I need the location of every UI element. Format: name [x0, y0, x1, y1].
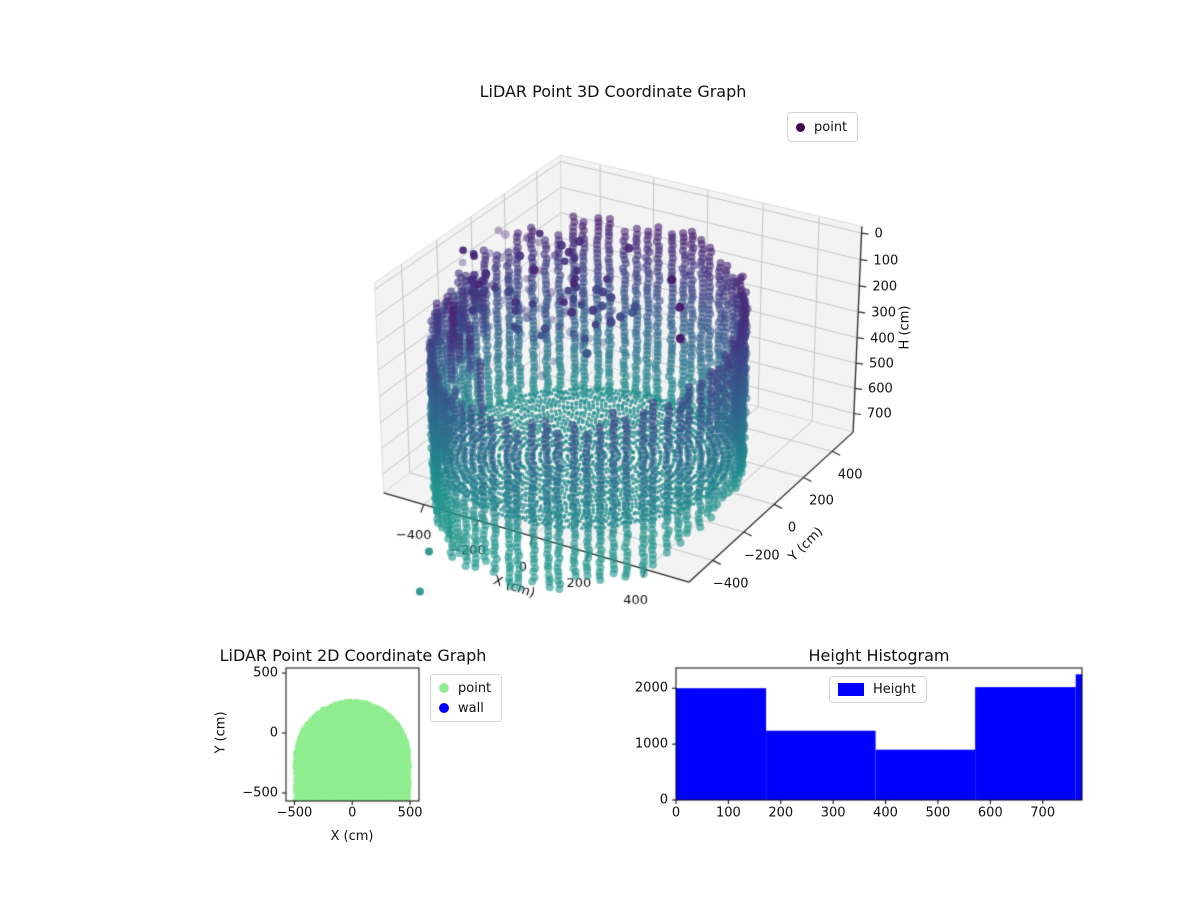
- x-tick-label-hist: 200: [768, 805, 794, 821]
- legend-item-height: Height: [838, 681, 916, 698]
- y-axis-label-2d: Y (cm): [213, 711, 229, 754]
- y-tick-label-3d: −200: [743, 548, 780, 564]
- h-tick-label: 0: [874, 226, 883, 242]
- plot3d-title: LiDAR Point 3D Coordinate Graph: [479, 82, 747, 101]
- height-bar-swatch: [838, 683, 864, 696]
- point-marker-icon: [796, 122, 805, 132]
- plot2d-title: LiDAR Point 2D Coordinate Graph: [219, 646, 487, 665]
- legend-item-point: point: [796, 118, 847, 136]
- hist-legend: Height: [829, 676, 927, 703]
- x-tick-label-hist: 600: [977, 805, 1003, 821]
- x-tick-label-2d: 0: [348, 805, 357, 821]
- x-tick-label-2d: 500: [397, 805, 423, 821]
- h-tick-label: 600: [867, 381, 893, 397]
- h-axis-label: H (cm): [897, 305, 913, 350]
- y-tick-label-hist: 1000: [634, 736, 668, 752]
- legend-label: wall: [458, 700, 484, 716]
- x-tick-label-hist: 500: [925, 805, 951, 821]
- h-tick-label: 200: [872, 279, 898, 295]
- plot3d-legend: point: [787, 112, 859, 142]
- x-tick-label-2d: −500: [276, 805, 313, 821]
- hist-title: Height Histogram: [808, 646, 950, 665]
- x-tick-label-hist: 0: [671, 805, 681, 821]
- h-tick-label: 300: [871, 305, 897, 321]
- legend-item-point: point: [439, 679, 491, 697]
- y-tick-label-2d: 500: [253, 665, 278, 681]
- y-tick-label-2d: 0: [269, 725, 278, 741]
- h-tick-label: 400: [870, 331, 895, 347]
- y-tick-label-3d: 0: [787, 520, 797, 536]
- y-tick-label-hist: 0: [659, 792, 668, 808]
- y-tick-label-3d: 400: [837, 467, 863, 483]
- x-tick-label-hist: 400: [873, 805, 898, 821]
- y-tick-label-2d: −500: [242, 785, 278, 801]
- y-tick-label-3d: −400: [712, 576, 749, 592]
- y-tick-label-hist: 2000: [634, 680, 668, 696]
- plot2d-legend: point wall: [430, 674, 503, 722]
- legend-label: point: [458, 680, 492, 696]
- x-tick-label-hist: 300: [820, 805, 846, 821]
- h-tick-label: 700: [866, 406, 892, 422]
- x-tick-label-hist: 100: [715, 805, 741, 821]
- x-tick-label-hist: 700: [1030, 805, 1056, 821]
- point-marker-icon: [439, 683, 449, 693]
- legend-item-wall: wall: [439, 699, 491, 717]
- legend-label: Height: [873, 682, 916, 697]
- legend-label: point: [814, 119, 848, 135]
- x-axis-label-2d: X (cm): [330, 829, 374, 844]
- h-tick-label: 500: [869, 356, 894, 372]
- wall-marker-icon: [439, 703, 449, 713]
- y-tick-label-3d: 200: [809, 493, 834, 509]
- h-tick-label: 100: [873, 253, 899, 269]
